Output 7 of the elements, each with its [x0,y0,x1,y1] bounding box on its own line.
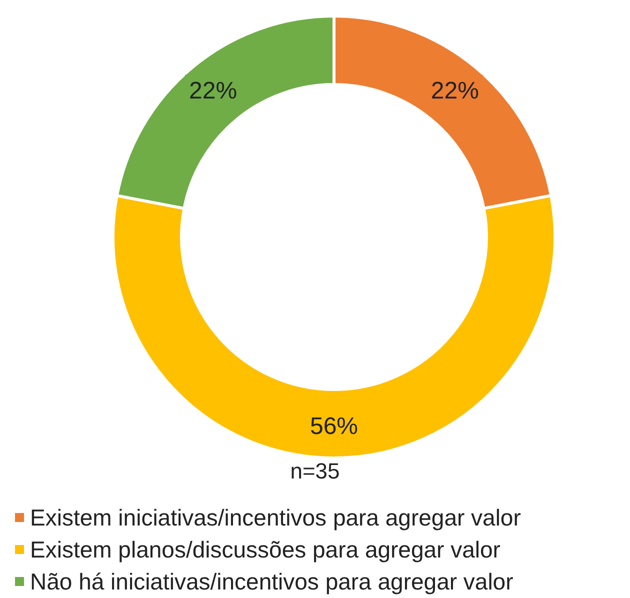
legend-label: Existem planos/discussões para agregar valor [30,536,501,562]
data-label: 56% [310,413,358,440]
data-label: 22% [430,77,479,104]
data-label: 22% [189,77,238,104]
text: n=35 [290,458,340,484]
legend-label: Não há iniciativas/incentivos para agregar valor [30,568,514,594]
legend-label: Existem iniciativas/incentivos para agregar valor [30,504,522,530]
